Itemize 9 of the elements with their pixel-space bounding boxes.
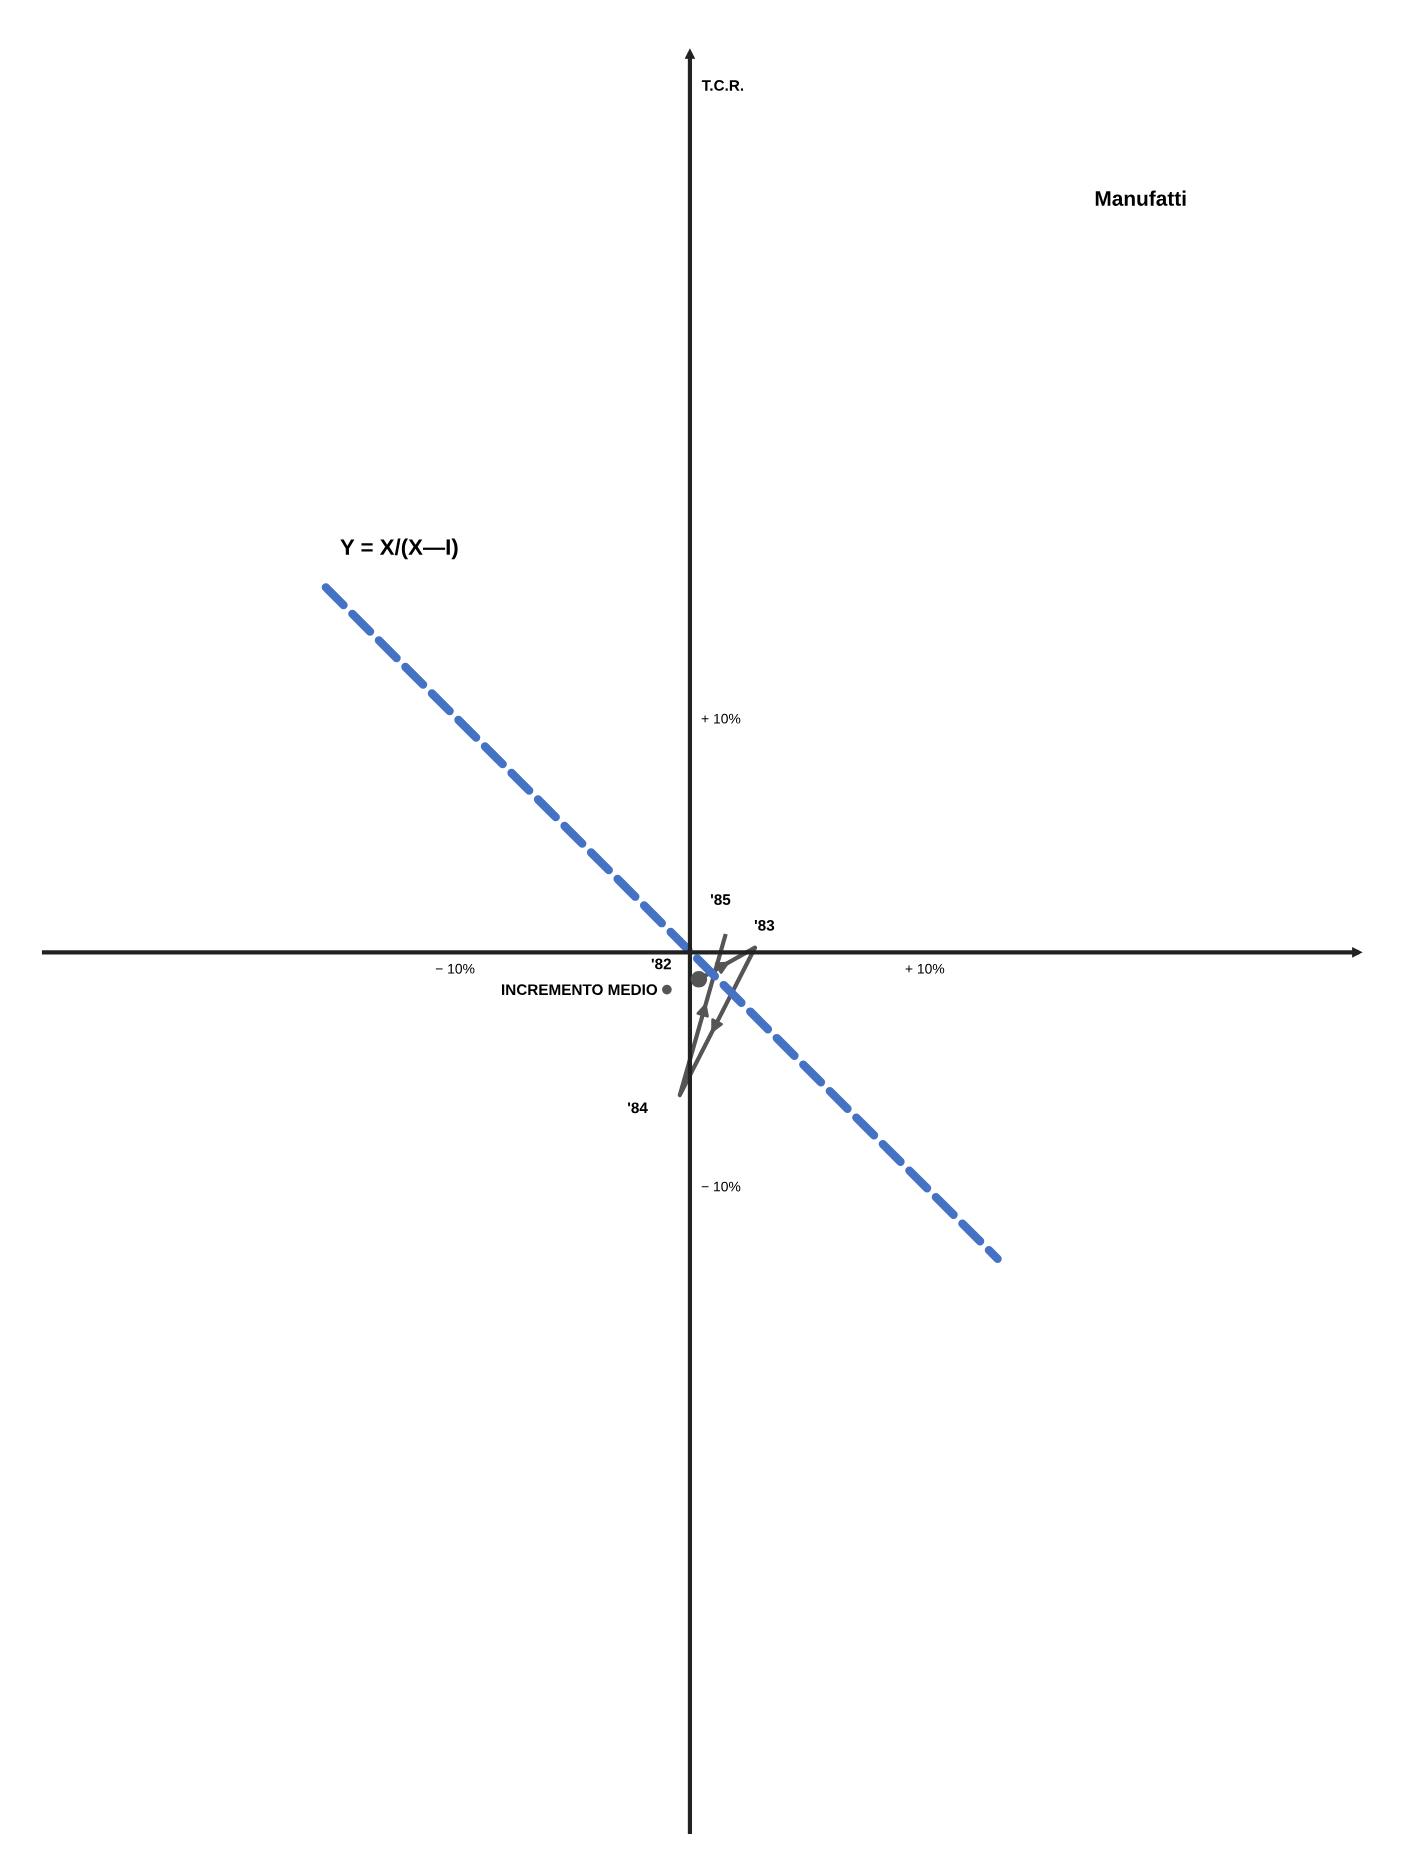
- y-axis-title: T.C.R.: [701, 80, 744, 91]
- annotation: '82: [651, 958, 671, 970]
- line-series: [677, 933, 758, 1098]
- legend-label: INCREMENTO MEDIO: [502, 984, 658, 996]
- text: Manufatti: [1095, 190, 1186, 206]
- series-label: Y = X/(X—I): [340, 538, 458, 560]
- annotation: '84: [628, 1102, 648, 1114]
- annotation: '85: [710, 894, 731, 905]
- annotation: '83: [754, 919, 775, 931]
